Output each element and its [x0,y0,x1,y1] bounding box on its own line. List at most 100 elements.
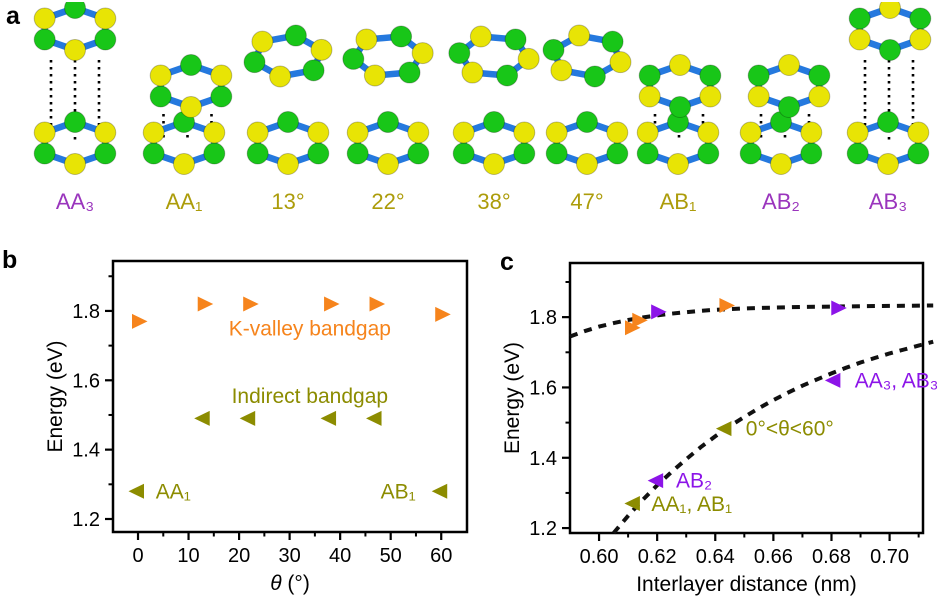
data-point-marker [320,410,337,426]
structure-drawing [846,2,932,175]
atom-green [142,142,165,165]
atom-yellow [747,85,770,108]
atom-green [907,142,930,165]
atom-green [33,142,56,165]
atom-yellow [411,42,434,65]
atom-green [739,142,762,165]
atom-yellow [246,121,269,144]
x-tick-label: 20 [228,545,250,567]
atom-yellow [377,153,399,175]
data-point-marker [366,410,382,426]
structure-label: AB₁ [659,189,697,214]
structure-label: 22° [371,189,405,214]
atom-yellow [251,30,274,53]
structure-22: 22° [333,2,443,232]
annotation-label: AA₁, AB₁ [651,493,732,516]
atom-yellow [770,153,792,175]
atom-green [284,24,307,47]
x-axis-label: θ (°) [270,572,310,595]
atom-green [277,111,299,133]
atom-green [407,142,430,165]
atom-yellow [355,28,378,51]
atom-green [638,64,661,87]
x-tick-label: 30 [278,545,300,567]
atom-yellow [846,121,869,144]
data-point-marker [831,300,847,316]
structure-label: AA₃ [55,189,95,214]
x-tick-label: 50 [380,545,402,567]
atom-green [576,111,598,133]
annotation-label: 0°<θ<60° [746,418,834,441]
structure-AB: AB₁ [623,2,733,232]
data-point-marker [632,312,648,328]
atom-yellow [33,7,56,30]
atom-green [848,7,871,30]
structure-AB: AB₂ [726,2,836,232]
atom-yellow [606,121,629,144]
atom-green [747,64,770,87]
structure-drawing [448,25,540,175]
structure-AA: AA₃ [20,2,130,232]
atom-green [583,65,606,88]
x-axis-label: Interlayer distance (nm) [636,573,857,596]
annotation-label: AA₁ [156,480,191,503]
atom-green [483,111,505,133]
y-tick-label: 1.4 [529,448,557,470]
data-point-marker [243,296,259,312]
atom-green [669,96,691,118]
data-point-marker [431,483,448,499]
atom-green [243,51,266,74]
structure-label: 38° [477,189,511,214]
annotation-label: AA₃, AB₃ [855,369,939,392]
fit-curve [612,339,934,535]
data-point-marker [239,410,256,426]
structure-AA: AA₁ [129,2,239,232]
y-tick-label: 1.6 [72,370,100,392]
data-point-marker [435,306,451,322]
annotation-label: Indirect bandgap [232,385,388,408]
data-point-marker [651,304,667,320]
atom-green [879,39,901,61]
atom-yellow [180,96,202,118]
atom-green [778,96,800,118]
atom-yellow [879,2,901,19]
atom-green [346,142,369,165]
data-point-marker [194,410,210,426]
data-point-marker [647,473,664,489]
atom-yellow [568,24,591,47]
atom-yellow [363,64,386,87]
annotation-label: K-valley bandgap [229,317,391,340]
atom-yellow [699,85,722,108]
structure-drawing [636,54,722,175]
atom-yellow [307,121,330,144]
atom-green [496,64,519,87]
atom-yellow [452,121,475,144]
atom-green [448,42,471,65]
atom-yellow [94,121,117,144]
data-point-marker [324,296,340,312]
atom-yellow [173,153,195,175]
y-tick-label: 1.6 [529,377,557,399]
structure-label: AB₂ [762,189,800,214]
atom-green [699,64,722,87]
atom-yellow [310,38,333,61]
atom-yellow [778,54,800,76]
atom-yellow [877,153,899,175]
atom-yellow [576,153,598,175]
x-tick-label: 0.70 [870,546,909,568]
atom-green [210,85,233,108]
atom-yellow [909,28,932,51]
atom-yellow [469,25,492,48]
atom-yellow [800,121,823,144]
annotation-label: AB₁ [381,480,416,503]
atom-green [808,64,831,87]
structure-drawing [342,25,434,175]
atom-yellow [142,121,165,144]
atom-yellow [636,121,659,144]
chart-c-bandgap-vs-distance: 0.60 0.62 0.64 0.66 0.68 0.70 1.2 1.4 1.6 1.8Ener… [501,261,939,596]
atom-yellow [203,121,226,144]
atom-green [302,59,325,82]
atom-green [203,142,226,165]
fit-curve [569,303,934,339]
